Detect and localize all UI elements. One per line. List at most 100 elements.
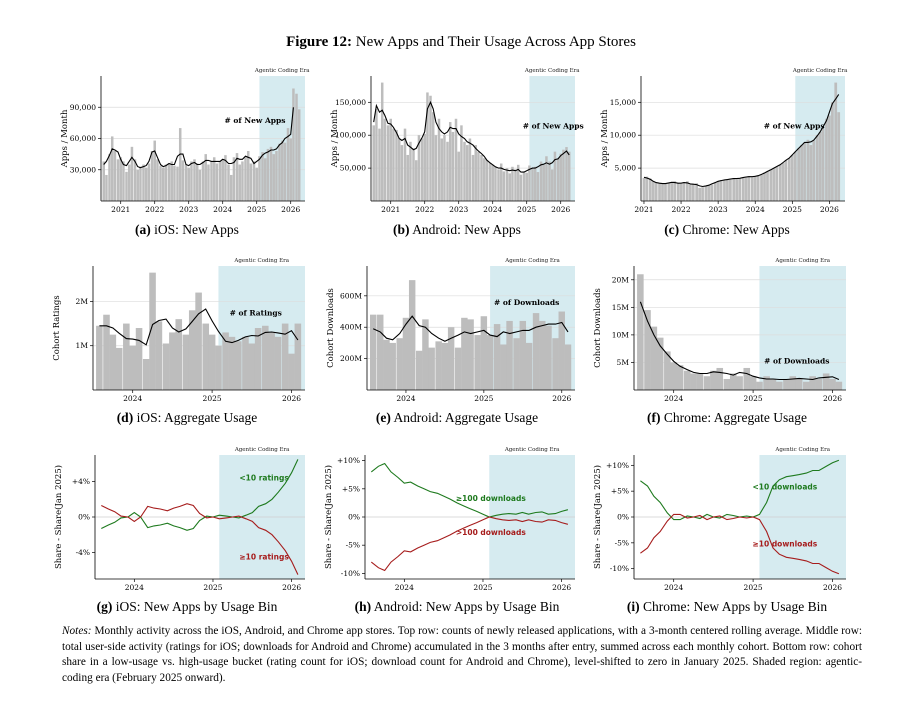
bar [519,320,527,390]
caption-b: (b) Android: New Apps [317,222,597,238]
x-tick-label: 2025 [744,394,763,403]
bar [115,347,123,390]
x-tick-label: 2025 [203,583,222,592]
bar [735,179,739,201]
bar [803,381,810,390]
bar [513,338,520,390]
bar [465,145,469,201]
bar [161,167,165,201]
x-tick-label: 2025 [783,205,802,214]
bar [176,166,179,201]
bar [386,125,390,201]
bar [286,128,290,201]
y-tick-label: -4% [76,548,90,557]
bar [268,332,275,390]
series-line [101,503,299,575]
bar [565,147,568,201]
bar [564,344,572,390]
bar [710,184,714,201]
caption-label: (f) [646,410,661,425]
bar [502,171,506,201]
bar [96,325,103,390]
bar [123,323,130,390]
agentic-era-label: Agentic Coding Era [792,68,848,74]
series-label: <10 ratings [239,474,289,483]
bar [821,128,825,201]
bar [188,310,196,390]
bar [790,154,794,201]
caption-d: (d) iOS: Aggregate Usage [47,410,327,426]
bar [198,169,202,201]
agentic-era-label: Agentic Coding Era [774,447,830,453]
bar [108,154,111,201]
bar [525,172,528,201]
bar [545,325,552,390]
x-tick-label: 2024 [123,394,142,403]
panel-g: Agentic Coding Era <10 ratings ≥10 ratings… [53,447,305,592]
bar [417,135,421,201]
bar [435,341,442,390]
bar [783,378,790,390]
bar [129,345,136,390]
bar [162,343,170,390]
bar [831,102,834,201]
bar [505,168,509,201]
bar [402,317,410,390]
caption-i: (i) Chrome: New Apps by Usage Bin [587,599,867,615]
bar [133,159,137,201]
bar [178,128,182,201]
bar [800,145,803,201]
figure-label: Figure 12: [286,34,353,50]
y-tick-label: 50,000 [340,164,366,173]
bar [825,118,828,201]
y-axis-title: Cohort Downloads [593,288,603,368]
bar [201,161,205,201]
series-line [370,516,569,572]
bar [553,151,557,201]
bar [190,161,193,201]
bar [372,125,375,201]
bar [704,185,708,201]
bar [461,317,468,390]
panel-i: Agentic Coding Era <10 downloads ≥10 downl… [592,447,846,592]
bar [651,181,655,201]
bar [499,163,503,201]
bar [278,143,281,201]
bar [187,167,190,201]
bar [558,311,565,390]
bar [828,115,831,201]
bar [289,138,292,201]
caption-label: (d) [116,410,134,425]
bar [127,164,131,201]
bar [654,182,658,201]
bar [661,183,664,201]
bar [486,335,494,390]
agentic-era-label: Agentic Coding Era [504,258,560,264]
agentic-era-label: Agentic Coding Era [524,68,580,74]
notes-label: Notes: [62,625,92,637]
bar [215,345,222,390]
bar [144,167,148,201]
y-axis-title: Share - Share(Jan 2025) [592,465,603,569]
bar [389,118,392,201]
bar [514,169,517,201]
bar [701,187,704,201]
bar [749,376,757,390]
caption-text: Android: New Apps by Usage Bin [373,599,560,614]
caption-text: Android: Aggregate Usage [393,410,539,425]
x-tick-label: 2026 [281,205,300,214]
bar [182,334,190,390]
bar [763,172,766,201]
bar [467,319,474,390]
y-tick-label: 600M [340,291,362,300]
bar [650,326,658,390]
bar [263,158,267,201]
series-line [370,462,569,518]
x-tick-label: 2023 [709,205,728,214]
bar [403,128,407,201]
bar [422,319,429,390]
bar [676,365,684,390]
bar [528,165,531,201]
bar [262,325,269,390]
bar [696,373,704,390]
